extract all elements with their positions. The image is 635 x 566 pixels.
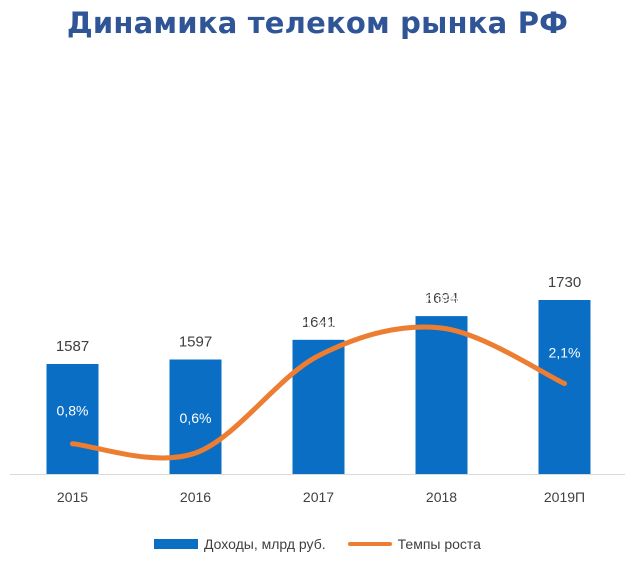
legend-swatch-revenue xyxy=(154,539,199,549)
growth-label-2018: 3,3% xyxy=(426,291,458,307)
legend-item-growth: Темпы роста xyxy=(347,536,481,552)
growth-label-2016: 0,6% xyxy=(180,410,212,426)
growth-label-2019п: 2,1% xyxy=(549,345,581,361)
bar-label-2019п: 1730 xyxy=(548,274,581,291)
chart-title: Динамика телеком рынка РФ xyxy=(66,6,569,40)
bar-2017 xyxy=(292,339,345,474)
legend-label-revenue: Доходы, млрд руб. xyxy=(204,536,326,552)
bar-label-2017: 1641 xyxy=(302,314,335,331)
growth-label-2015: 0,8% xyxy=(57,403,89,419)
x-tick-2017: 2017 xyxy=(303,489,334,505)
legend-swatch-growth xyxy=(347,542,392,546)
x-tick-2016: 2016 xyxy=(180,489,211,505)
growth-line xyxy=(70,324,567,461)
bar-2019п xyxy=(538,299,591,474)
legend-item-revenue: Доходы, млрд руб. xyxy=(154,536,326,552)
bar-2018 xyxy=(415,316,468,474)
x-tick-2015: 2015 xyxy=(57,489,88,505)
growth-label-2017: 2,7% xyxy=(303,319,335,335)
bar-2015 xyxy=(46,363,99,474)
x-tick-2018: 2018 xyxy=(426,489,457,505)
bar-label-2015: 1587 xyxy=(56,338,89,355)
legend-label-growth: Темпы роста xyxy=(397,536,481,552)
bar-label-2018: 1694 xyxy=(425,290,458,307)
legend: Доходы, млрд руб. Темпы роста xyxy=(0,536,635,552)
bar-label-2016: 1597 xyxy=(179,334,212,351)
x-tick-2019п: 2019П xyxy=(544,489,585,505)
